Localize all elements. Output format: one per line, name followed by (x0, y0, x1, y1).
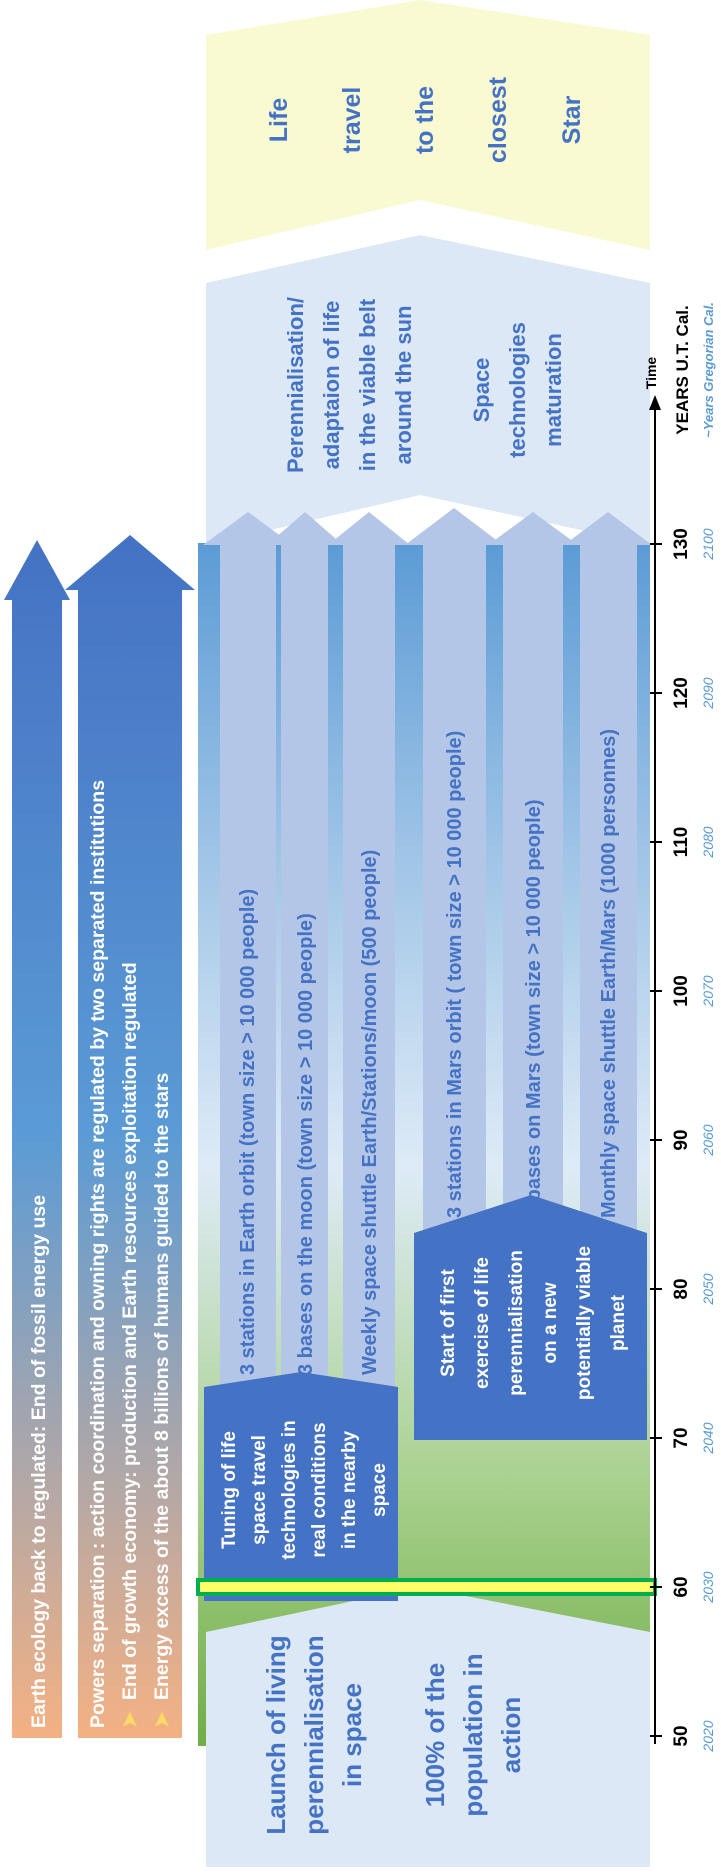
axis-greg-label-2100: 2100 (700, 528, 716, 560)
star-word-3: to the (411, 86, 439, 154)
axis-tick-label-70: 70 (671, 1427, 692, 1448)
sun-belt-phase-text: Perennialisation/ adaptaion of life in t… (283, 297, 566, 473)
maturation-line-3: maturation (541, 333, 566, 447)
star-word-1: Life (265, 98, 293, 143)
moon-bases-arrow (267, 512, 343, 1390)
axis-greg-label-2050: 2050 (700, 1273, 716, 1305)
axis-tick-label-100: 100 (671, 975, 692, 1007)
current-year-marker (196, 1578, 657, 1596)
time-axis-arrowhead (649, 395, 661, 410)
sun-belt-line-1: Perennialisation/ (283, 297, 308, 473)
years-gregorian-label: ~Years Gregorian Cal. (701, 302, 716, 438)
powers-text: Powers separation : action coordination … (87, 780, 109, 1728)
tuning-box (204, 1372, 398, 1601)
sun-belt-line-4: around the sun (391, 306, 416, 465)
launch-line-3: in space (337, 1683, 367, 1787)
tuning-line-2: space travel (249, 1435, 270, 1545)
star-word-5: Star (558, 95, 586, 144)
axis-tick-label-110: 110 (671, 827, 692, 858)
star-phase-text: Life travel to the closest Star (265, 76, 586, 163)
top-arrows-text: Earth ecology back to regulated: End of … (28, 780, 173, 1728)
bullet-2-icon: ➤ (151, 1711, 173, 1728)
start-exercise-box (414, 1195, 647, 1440)
maturation-line-2: technologies (505, 322, 530, 458)
axis-greg-label-2080: 2080 (700, 826, 716, 858)
tuning-line-3: technologies in (279, 1420, 300, 1559)
sun-belt-phase-band (206, 235, 650, 545)
tuning-line-5: in the nearby (339, 1430, 360, 1549)
launch-line-1: Launch of living (261, 1635, 291, 1834)
tuning-line-6: space (369, 1463, 390, 1517)
launch-phase-text: Launch of living perennialisation in spa… (261, 1635, 526, 1834)
launch-line-6: action (496, 1697, 526, 1774)
tuning-box-text: Tuning of life space travel technologies… (219, 1420, 390, 1559)
start-line-2: exercise of life (472, 1257, 493, 1389)
time-axis-label: Time (643, 357, 659, 390)
years-ut-label: YEARS U.T. Cal. (673, 305, 692, 434)
start-line-3: perennialisation (506, 1250, 527, 1396)
start-box-text: Start of first exercise of life perennia… (438, 1246, 629, 1400)
powers-arrow (65, 535, 195, 1738)
axis-greg-label-2020: 2020 (700, 1720, 716, 1752)
mars-orbit-arrow (405, 508, 503, 1233)
space-program-arrows (203, 508, 652, 1390)
tuning-line-4: real conditions (309, 1422, 330, 1557)
ecology-arrow (4, 540, 70, 1738)
axis-greg-label-2090: 2090 (700, 677, 716, 709)
mars-bases-arrow (488, 512, 578, 1233)
axis-tick-label-50: 50 (671, 1725, 692, 1746)
earth-orbit-text: 3 stations in Earth orbit (town size > 1… (237, 889, 259, 1375)
sun-belt-line-3: in the viable belt (355, 298, 380, 471)
moon-shuttle-text: Weekly space shuttle Earth/Stations/moon… (359, 850, 381, 1375)
space-program-text: 3 stations in Earth orbit (town size > 1… (237, 729, 620, 1375)
bullet-1-icon: ➤ (119, 1711, 141, 1728)
star-word-2: travel (338, 87, 366, 154)
axis-tick-label-60: 60 (671, 1576, 692, 1597)
launch-line-2: perennialisation (299, 1635, 329, 1834)
bullet-1-text: End of growth economy: production and Ea… (119, 962, 141, 1700)
axis-greg-label-2030: 2030 (700, 1571, 716, 1603)
axis-tick-label-120: 120 (671, 677, 692, 709)
axis-greg-label-2060: 2060 (700, 1124, 716, 1156)
axis-ticks: 50 2020 60 2030 70 2040 80 2050 90 2060 100 2070 110… (650, 528, 716, 1753)
mars-orbit-text: 3 stations in Mars orbit ( town size > 1… (444, 731, 466, 1218)
axis-greg-label-2070: 2070 (700, 975, 716, 1007)
mars-shuttle-text: Monthly space shuttle Earth/Mars (1000 p… (598, 729, 620, 1218)
start-line-5: potentially viable (574, 1246, 595, 1400)
mars-shuttle-arrow (564, 512, 652, 1233)
axis-tick-label-90: 90 (671, 1129, 692, 1150)
axis-tick-label-80: 80 (671, 1278, 692, 1299)
tuning-line-1: Tuning of life (219, 1431, 240, 1549)
star-phase-band (206, 0, 650, 250)
moon-bases-text: 3 bases on the moon (town size > 10 000 … (295, 913, 317, 1375)
axis-tick-label-130: 130 (671, 528, 692, 560)
ecology-text: Earth ecology back to regulated: End of … (28, 1195, 50, 1728)
maturation-line-1: Space (469, 358, 494, 423)
moon-shuttle-arrow (328, 512, 410, 1390)
sun-belt-line-2: adaptaion of life (319, 301, 344, 470)
launch-line-4: 100% of the (420, 1663, 450, 1808)
axis-greg-label-2040: 2040 (700, 1422, 716, 1454)
launch-phase-band (206, 1587, 650, 1867)
mars-bases-text: 3 bases on Mars (town size > 10 000 peop… (523, 800, 545, 1219)
earth-orbit-arrow (203, 512, 293, 1390)
launch-line-5: population in (458, 1653, 488, 1816)
start-line-6: planet (608, 1294, 629, 1351)
bullet-2-text: Energy excess of the about 8 billions of… (151, 1072, 173, 1700)
star-word-4: closest (484, 76, 512, 163)
start-line-4: on a new (540, 1282, 561, 1364)
start-line-1: Start of first (438, 1268, 459, 1376)
